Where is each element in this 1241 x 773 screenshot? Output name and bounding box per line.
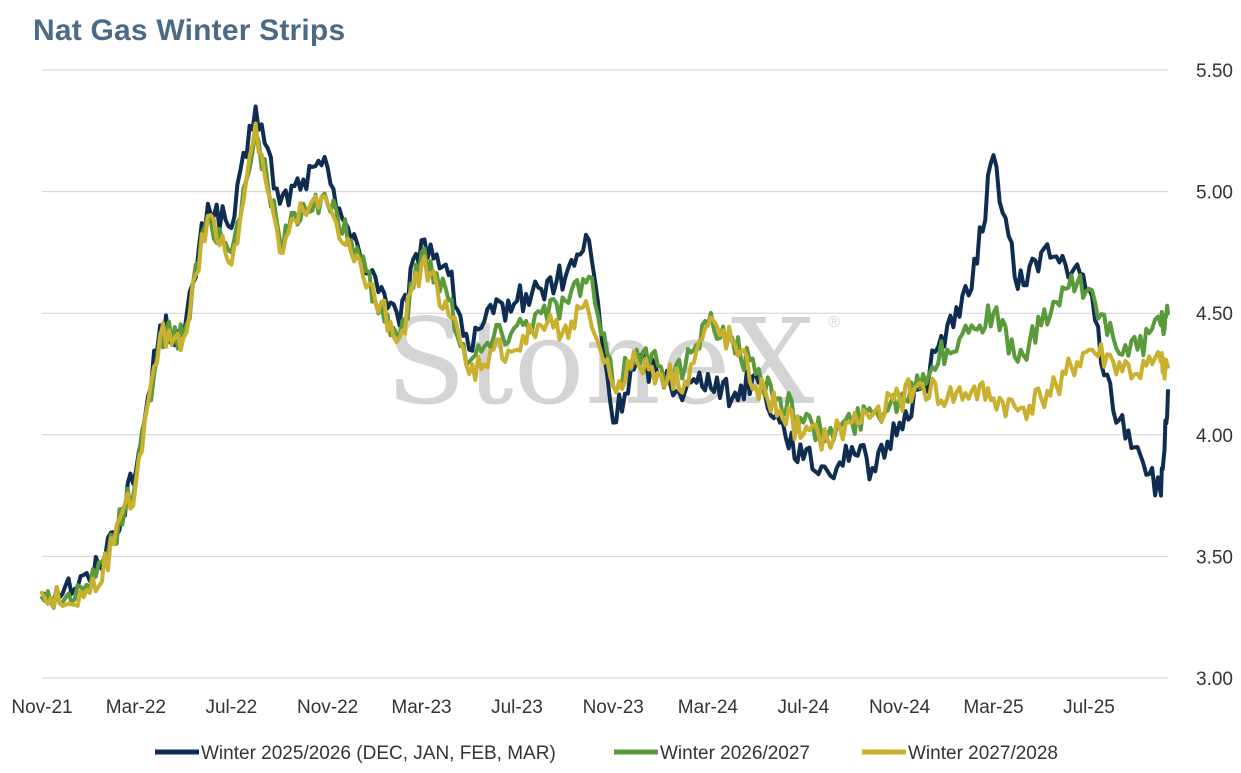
legend-label: Winter 2027/2028: [908, 743, 1058, 764]
x-axis-ticks: Nov-21 Mar-22 Jul-22 Nov-22 Mar-23 Jul-23 Nov-…: [11, 697, 1114, 718]
series-line-1: [40, 104, 1170, 604]
gridlines: [42, 69, 1168, 679]
y-tick-label: 3.50: [1196, 547, 1233, 568]
x-tick-label: Jul-22: [205, 697, 257, 718]
x-tick-label: Nov-23: [583, 697, 644, 718]
x-tick-label: Mar-25: [963, 697, 1023, 718]
x-tick-label: Nov-21: [11, 697, 72, 718]
x-tick-label: Jul-25: [1063, 697, 1115, 718]
series-lines: [40, 104, 1170, 610]
y-axis-ticks: 3.00 3.50 4.00 4.50 5.00 5.50: [1196, 61, 1233, 690]
x-tick-label: Jul-24: [777, 697, 829, 718]
y-tick-label: 5.50: [1196, 61, 1233, 82]
legend: Winter 2025/2026 (DEC, JAN, FEB, MAR) Win…: [155, 743, 1058, 764]
y-tick-label: 4.50: [1196, 304, 1233, 325]
registered-mark: ®: [828, 314, 840, 331]
legend-label: Winter 2025/2026 (DEC, JAN, FEB, MAR): [201, 743, 556, 764]
y-tick-label: 4.00: [1196, 426, 1233, 447]
y-tick-label: 3.00: [1196, 669, 1233, 690]
x-tick-label: Nov-24: [869, 697, 931, 718]
x-tick-label: Mar-24: [678, 697, 739, 718]
x-tick-label: Jul-23: [491, 697, 543, 718]
x-tick-label: Mar-23: [391, 697, 451, 718]
x-tick-label: Nov-22: [297, 697, 358, 718]
legend-label: Winter 2026/2027: [660, 743, 810, 764]
x-tick-label: Mar-22: [106, 697, 166, 718]
chart-title: Nat Gas Winter Strips: [33, 14, 346, 47]
series-line-3: [40, 121, 1170, 609]
y-tick-label: 5.00: [1196, 183, 1233, 204]
